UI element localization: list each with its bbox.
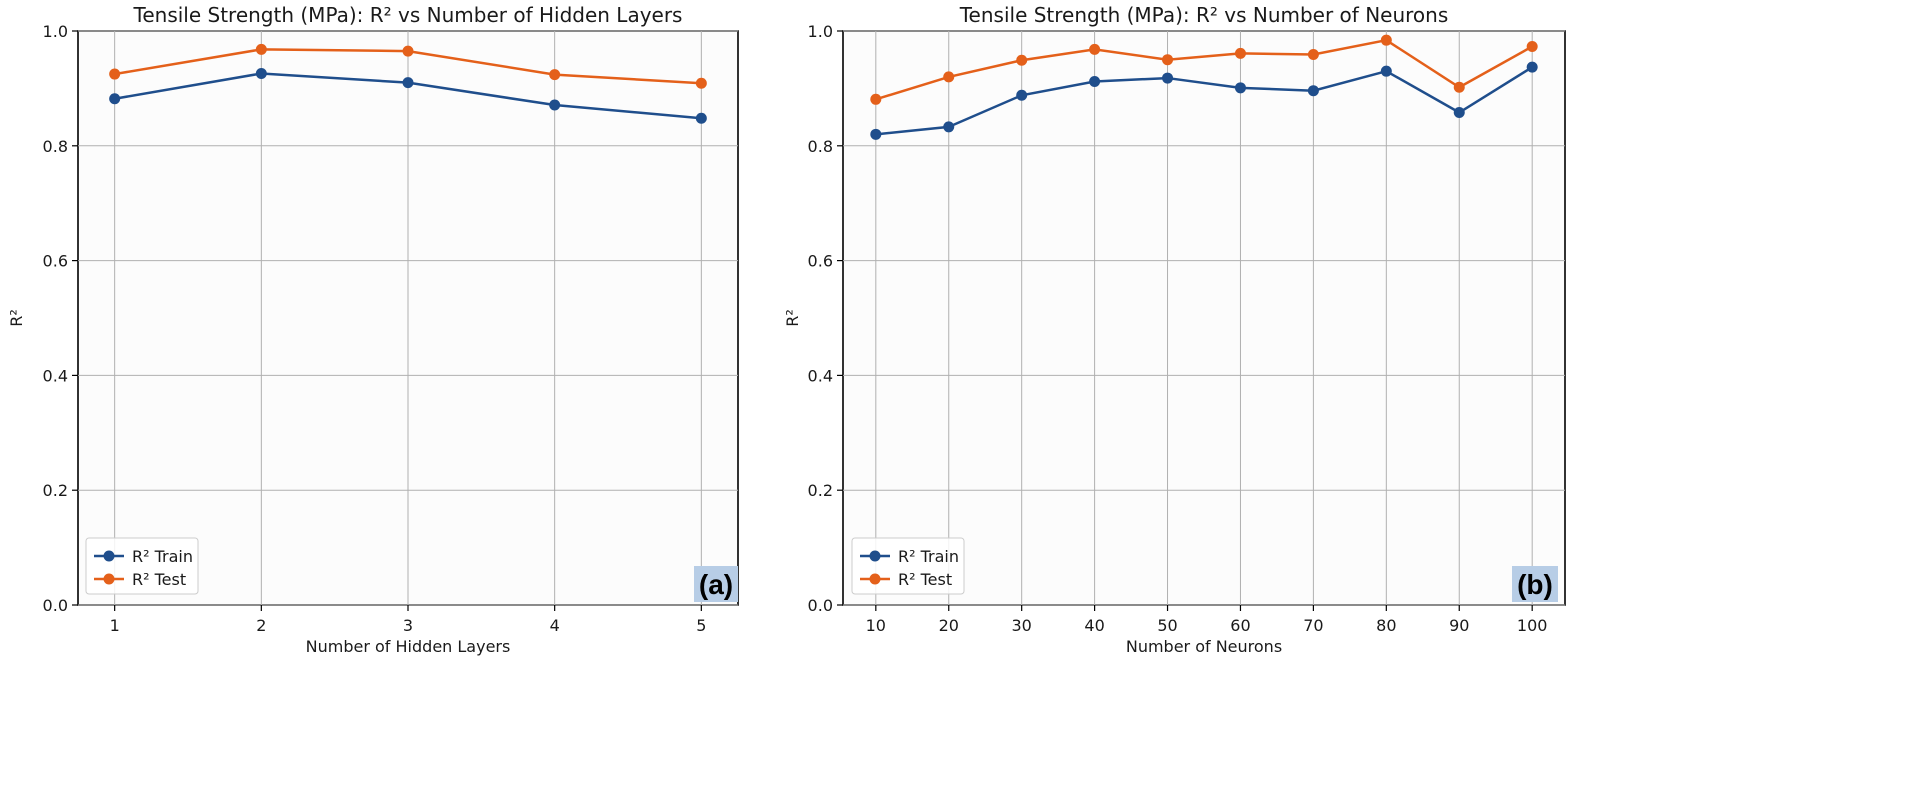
y-ticks-b: 0.0 0.2 0.4 0.6 0.8 1.0: [808, 22, 843, 615]
legend-test-label-a: R² Test: [132, 570, 186, 589]
panel-tag-bg-b: [1512, 566, 1558, 602]
data-point-test: [255, 43, 267, 55]
data-point-train: [1016, 89, 1028, 101]
data-point-train: [1453, 107, 1465, 119]
data-point-train: [402, 77, 414, 89]
x-axis-label-b: Number of Neurons: [1126, 637, 1282, 656]
data-point-test: [1234, 47, 1246, 59]
x-tick-label: 2: [256, 616, 266, 635]
data-point-train: [1307, 85, 1319, 97]
data-point-train: [870, 128, 882, 140]
data-point-test: [1089, 43, 1101, 55]
data-point-train: [255, 67, 267, 79]
data-point-test: [1162, 54, 1174, 66]
data-point-train: [109, 93, 121, 105]
y-tick-label: 0.8: [43, 137, 68, 156]
y-tick-label: 0.6: [808, 252, 833, 271]
data-point-test: [1380, 34, 1392, 46]
x-ticks-a: 1 2 3 4 5: [110, 605, 706, 635]
data-point-train: [1380, 65, 1392, 77]
legend-test-marker-a: [103, 573, 115, 585]
data-point-train: [1234, 82, 1246, 94]
data-point-test: [1307, 49, 1319, 61]
x-tick-label: 30: [1011, 616, 1031, 635]
x-tick-label: 1: [110, 616, 120, 635]
x-tick-label: 3: [403, 616, 413, 635]
series-line-train: [875, 66, 1533, 136]
grid-b: [843, 30, 1565, 606]
data-point-test: [1016, 54, 1028, 66]
legend-b: R² Train R² Test: [851, 537, 965, 595]
data-point-train: [549, 99, 561, 111]
data-point-train: [1089, 76, 1101, 88]
data-point-train: [943, 121, 955, 133]
y-tick-label: 0.4: [43, 366, 68, 385]
data-point-test: [943, 71, 955, 83]
series-b: [870, 34, 1538, 140]
x-tick-label: 80: [1376, 616, 1396, 635]
series-a: [109, 43, 707, 124]
panel-tag-bg-a: [694, 566, 738, 602]
panel-tag-label-a: (a): [699, 569, 733, 600]
x-tick-label: 20: [939, 616, 959, 635]
y-tick-label: 0.2: [43, 481, 68, 500]
chart-title-b: Tensile Strength (MPa): R² vs Number of …: [959, 3, 1449, 27]
panel-tag-b: (b): [1512, 566, 1558, 602]
data-point-test: [1453, 81, 1465, 93]
y-tick-label: 0.8: [808, 137, 833, 156]
legend-a: R² Train R² Test: [85, 537, 199, 595]
data-point-train: [1526, 61, 1538, 73]
legend-train-marker-a: [103, 550, 115, 562]
x-tick-label: 90: [1449, 616, 1469, 635]
data-point-test: [695, 77, 707, 89]
x-tick-label: 4: [550, 616, 560, 635]
legend-test-marker-b: [869, 573, 881, 585]
x-axis-label-a: Number of Hidden Layers: [306, 637, 511, 656]
y-axis-label-a: R²: [7, 309, 26, 327]
y-tick-label: 0.2: [808, 481, 833, 500]
data-point-test: [549, 69, 561, 81]
y-ticks-a: 0.0 0.2 0.4 0.6 0.8 1.0: [43, 22, 78, 615]
y-tick-label: 0.0: [43, 596, 68, 615]
y-tick-label: 0.4: [808, 366, 833, 385]
y-tick-label: 0.0: [808, 596, 833, 615]
y-tick-label: 0.6: [43, 252, 68, 271]
x-tick-label: 70: [1303, 616, 1323, 635]
x-ticks-b: 10 20 30 40 50 60 70 80 90 100: [866, 605, 1548, 635]
data-point-test: [109, 68, 121, 80]
x-tick-label: 5: [696, 616, 706, 635]
y-tick-label: 1.0: [43, 22, 68, 41]
chart-title-a: Tensile Strength (MPa): R² vs Number of …: [133, 3, 683, 27]
grid-a: [78, 30, 738, 606]
legend-train-label-b: R² Train: [898, 547, 959, 566]
data-point-test: [1526, 40, 1538, 52]
data-point-train: [1162, 72, 1174, 84]
data-point-test: [402, 45, 414, 57]
legend-train-label-a: R² Train: [132, 547, 193, 566]
chart-panel-a: 0.0 0.2 0.4 0.6 0.8 1.0 1 2 3 4 5 Tensile Strengt…: [7, 3, 739, 656]
chart-panel-b: 0.0 0.2 0.4 0.6 0.8 1.0 10 20 30 40 50 60 70 80 90 100…: [783, 3, 1566, 656]
y-axis-label-b: R²: [783, 309, 802, 327]
x-tick-label: 50: [1157, 616, 1177, 635]
y-tick-label: 1.0: [808, 22, 833, 41]
x-tick-label: 10: [866, 616, 886, 635]
panel-tag-label-b: (b): [1517, 569, 1553, 600]
plot-area-b: [842, 30, 1566, 606]
x-tick-label: 60: [1230, 616, 1250, 635]
legend-test-label-b: R² Test: [898, 570, 952, 589]
x-tick-label: 100: [1517, 616, 1548, 635]
x-tick-label: 40: [1084, 616, 1104, 635]
panel-tag-a: (a): [694, 566, 738, 602]
data-point-train: [695, 112, 707, 124]
data-point-test: [870, 93, 882, 105]
legend-train-marker-b: [869, 550, 881, 562]
series-line-test: [875, 38, 1533, 101]
